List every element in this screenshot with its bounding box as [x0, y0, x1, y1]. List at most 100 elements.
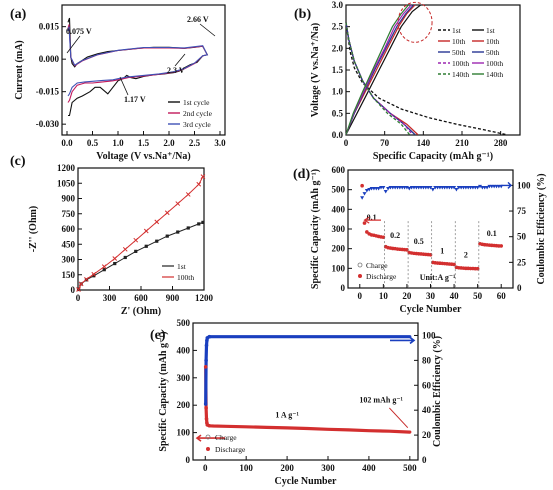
nyquist-point-1st [155, 239, 159, 243]
rate-label: 0.5 [414, 237, 424, 246]
efficiency-point [386, 186, 391, 191]
y-tick-label: 400 [177, 345, 191, 355]
legend-entry: 140th [486, 70, 503, 79]
panel-label-c: (c) [10, 154, 26, 169]
x-axis-label: Z' (Ohm) [121, 306, 161, 317]
charge-curve-140th [345, 4, 409, 135]
efficiency-point [478, 184, 482, 189]
annotation: 1.17 V [124, 95, 146, 104]
nyquist-point-1st [197, 222, 201, 226]
axis-arrow [363, 216, 381, 224]
y-tick-label: 150 [62, 270, 76, 280]
cv-curve-3 [67, 26, 209, 97]
y-tick-label: 0 [71, 285, 76, 295]
x-axis-label: Voltage (V vs.Na⁺/Na) [96, 151, 190, 162]
nyquist-point-100th [101, 264, 107, 269]
nyquist-point-100th [200, 174, 206, 179]
x-tick-label: 50 [473, 291, 483, 301]
y-tick-label: 2.5 [332, 22, 344, 32]
efficiency-point [204, 358, 208, 363]
capacity-point [204, 406, 208, 410]
y-tick-label: 500 [332, 185, 346, 195]
efficiency-point [204, 343, 209, 348]
y-tick-label: 1.5 [332, 65, 344, 75]
nyquist-point-100th [122, 246, 128, 252]
efficiency-point [362, 192, 367, 196]
axis-arrow [501, 181, 512, 189]
x-tick-label: 200 [280, 463, 294, 473]
rate-label: 2 [464, 251, 468, 260]
discharge-curve-1st [345, 22, 507, 136]
panel-c: 0 300 600 900 1200 0 150 300 450 600 750 900 1050 120… [10, 154, 214, 317]
nyquist-point-100th [143, 228, 149, 234]
y-tick-label: 400 [332, 204, 346, 214]
efficiency-point [203, 402, 208, 406]
nyquist-point-100th [175, 201, 181, 206]
x-tick-label: 300 [321, 463, 335, 473]
y2-axis-label: Coulombic Efficiency (%) [432, 336, 443, 447]
x-tick-label: 20 [402, 291, 412, 301]
y2-tick-label: 50 [517, 232, 527, 242]
y-tick-label: 3.0 [332, 0, 344, 10]
nyquist-point-1st [165, 234, 169, 238]
y2-tick-label: 80 [422, 355, 432, 365]
legend-entry: 10th [486, 37, 500, 46]
efficiency-point [367, 187, 372, 192]
x-tick-label: 1.5 [138, 138, 150, 148]
legend-entry: Discharge [215, 445, 246, 454]
y-tick-label: 0.000 [39, 54, 60, 64]
nyquist-point-100th [164, 210, 170, 216]
x-tick-label: 0.5 [87, 138, 99, 148]
y-tick-label: 0 [341, 283, 346, 293]
legend-marker [206, 447, 210, 451]
highlight-circle [397, 1, 433, 43]
panel-label-a: (a) [10, 7, 27, 22]
efficiency-point [407, 186, 412, 191]
legend-entry: 3rd cycle [183, 120, 211, 129]
panel-a: 0.0 0.5 1.0 1.5 2.0 2.5 3.0 -0.030 -0.015 0.000 0.… [10, 4, 226, 162]
nyquist-point-100th [76, 287, 81, 292]
efficiency-point [404, 185, 409, 190]
x-tick-label: 1.0 [112, 138, 124, 148]
capacity-point [203, 365, 208, 369]
panel-e: 0 100 200 300 400 500 0 100 200 300 400 500 0 20 40 60 8… [150, 318, 443, 487]
x-tick-label: 400 [362, 463, 376, 473]
panel-label-b: (b) [294, 7, 311, 22]
legend-entry: 1st [452, 26, 462, 35]
rate-label: 1 [440, 247, 444, 256]
x-tick-label: 10 [379, 291, 389, 301]
y-tick-label: 0.015 [39, 22, 60, 32]
legend-entry: 100th [452, 59, 469, 68]
y-tick-label: 1.0 [332, 87, 344, 97]
y-tick-label: 200 [332, 244, 346, 254]
y-tick-label: 600 [332, 165, 346, 175]
nyquist-point-1st [201, 220, 205, 224]
y-tick-label: 1200 [57, 163, 76, 173]
x-tick-label: 70 [380, 138, 390, 148]
rate-label: 0.1 [367, 213, 377, 222]
discharge-curve-140th [345, 22, 411, 136]
panel-label-d: (d) [293, 167, 310, 182]
annotation-arrow [199, 23, 216, 37]
y-tick-label: 450 [62, 239, 76, 249]
annotation: 0.075 V [66, 27, 92, 36]
annotation: 102 mAh g⁻¹ [359, 395, 403, 404]
x-tick-label: 140 [417, 138, 431, 148]
y-tick-label: 500 [177, 318, 191, 328]
legend-entry: 140th [452, 70, 469, 79]
x-tick-label: 0 [203, 463, 208, 473]
y-axis-label: -Z'' (Ohm) [28, 206, 39, 252]
y-tick-label: 300 [177, 373, 191, 383]
x-tick-label: 0 [358, 291, 363, 301]
efficiency-point [485, 185, 490, 190]
unit-label: Unit:A g⁻¹ [420, 273, 456, 282]
cv-curve-1 [67, 17, 209, 117]
y2-tick-label: 100 [517, 180, 531, 190]
annotation: 1 A g⁻¹ [275, 411, 299, 420]
nyquist-point-1st [92, 274, 96, 278]
nyquist-point-100th [84, 276, 89, 282]
efficiency-point [454, 187, 459, 192]
legend-entry: Charge [215, 433, 237, 442]
discharge-curve-50th [345, 22, 416, 136]
